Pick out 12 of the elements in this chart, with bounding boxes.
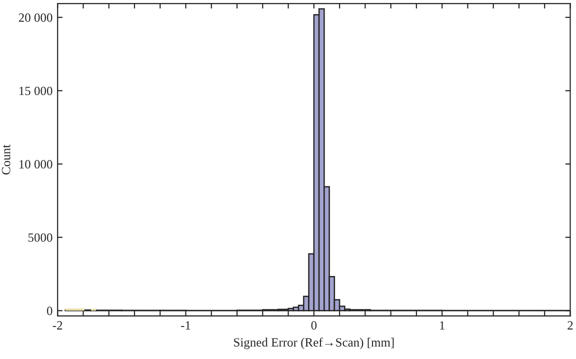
x-tick-label: -1 (181, 321, 190, 330)
x-tick-label: 0 (311, 321, 317, 330)
y-tick-label: 5000 (28, 233, 52, 242)
x-tick-label: -2 (52, 321, 62, 330)
y-tick-label: 0 (46, 306, 52, 316)
y-axis-title: Count (2, 144, 10, 175)
x-axis-title: Signed Error (Ref→Scan) [mm] (234, 338, 394, 350)
x-tick-label: 1 (440, 321, 444, 330)
x-tick-label: 2 (568, 321, 573, 330)
y-tick-label: 15 000 (19, 86, 52, 96)
y-tick-label: 20 000 (18, 13, 52, 22)
y-tick-label: 10 000 (19, 160, 52, 168)
